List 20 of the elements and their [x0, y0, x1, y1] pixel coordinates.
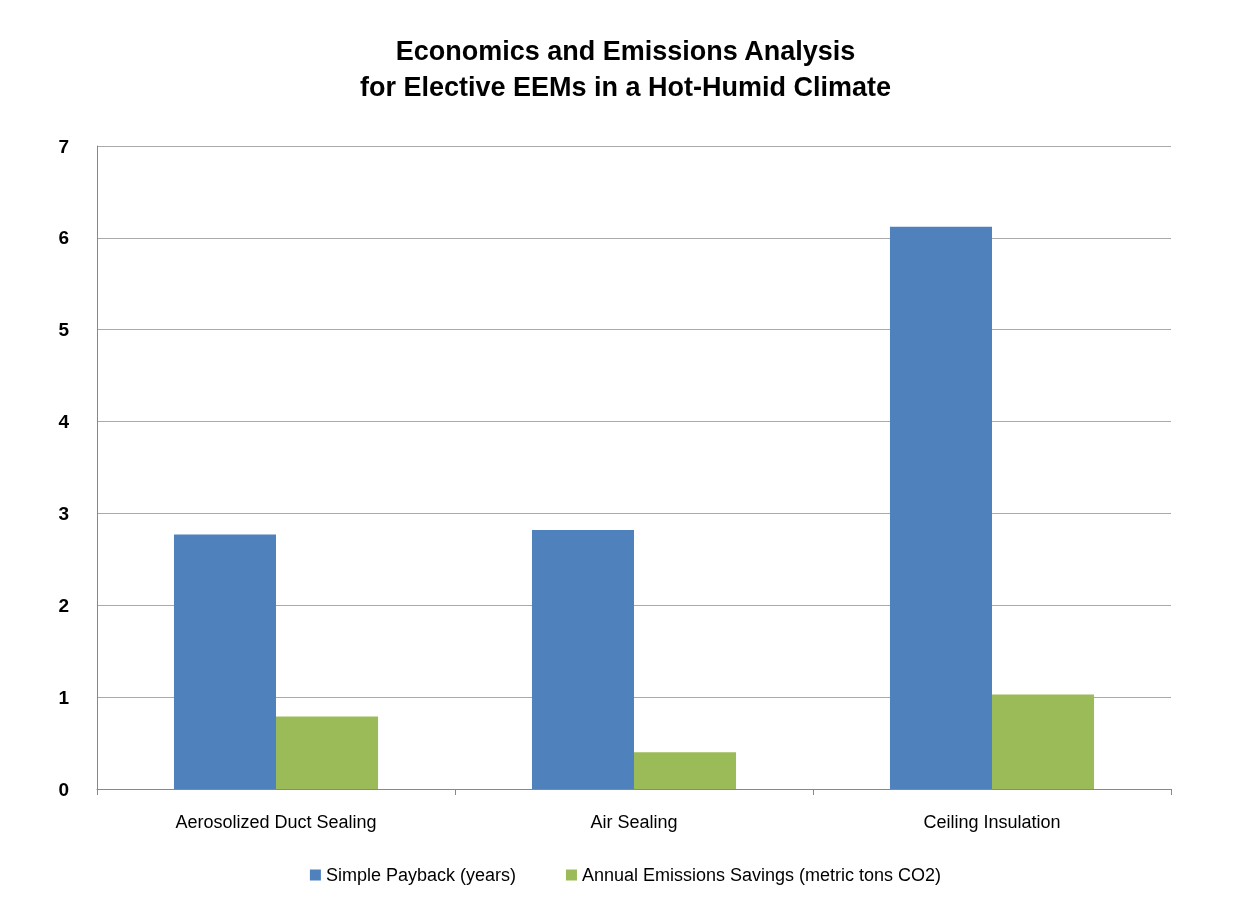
- bar: [276, 716, 379, 789]
- bar: [889, 226, 992, 789]
- y-tick-label: 2: [58, 594, 69, 616]
- x-tick-label: Ceiling Insulation: [923, 812, 1061, 832]
- legend-label: Simple Payback (years): [325, 865, 516, 885]
- chart-title: Economics and Emissions Analysis for Elective EEMs in a Hot-Humid Climate: [359, 36, 892, 102]
- bar: [992, 694, 1095, 789]
- y-tick-label: 5: [58, 319, 70, 341]
- y-tick-label: 6: [58, 227, 69, 249]
- x-tick-label: Aerosolized Duct Sealing: [175, 812, 377, 832]
- y-tick-label: 1: [58, 686, 70, 708]
- legend-label: Annual Emissions Savings (metric tons CO2): [581, 865, 942, 885]
- x-tick-label: Air Sealing: [590, 812, 678, 832]
- y-tick-label: 4: [58, 411, 70, 433]
- bar: [634, 752, 737, 789]
- bar: [531, 529, 634, 789]
- y-tick-label: 0: [58, 778, 69, 800]
- y-tick-label: 3: [58, 502, 69, 524]
- bar: [173, 534, 276, 789]
- y-tick-label: 7: [58, 135, 69, 157]
